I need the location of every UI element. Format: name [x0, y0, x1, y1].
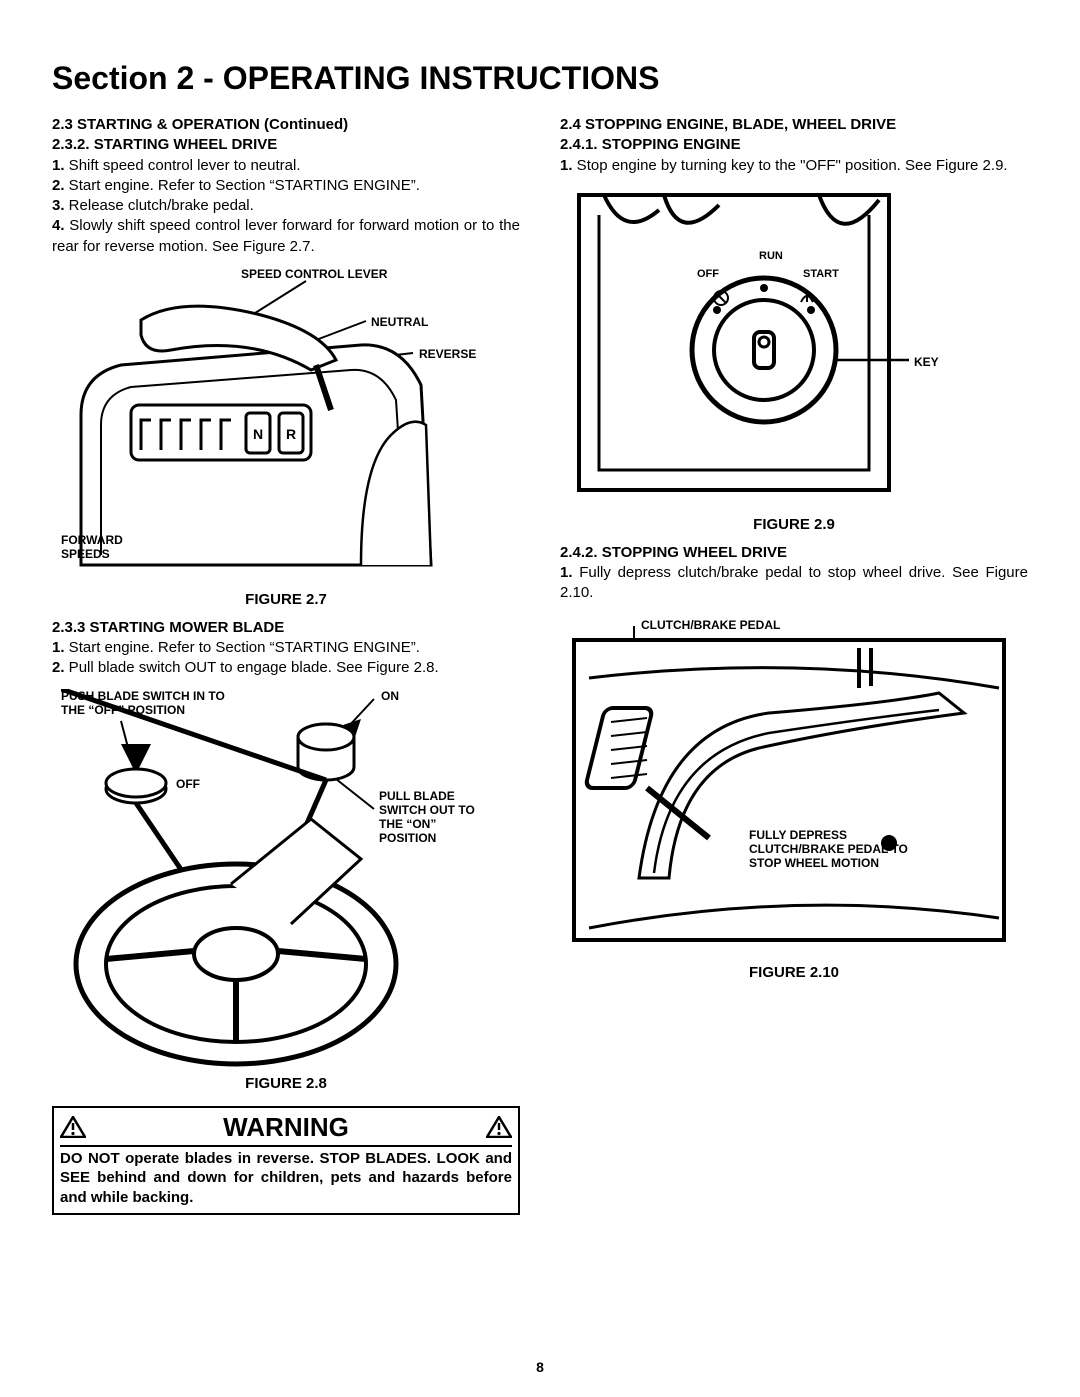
heading-2-4-1: 2.4.1. STOPPING ENGINE — [560, 135, 1028, 155]
step-num: 1. — [560, 564, 573, 581]
two-column-layout: 2.3 STARTING & OPERATION (Continued) 2.3… — [52, 115, 1028, 1215]
svg-text:N: N — [253, 426, 263, 442]
fig29-label-run: RUN — [759, 250, 783, 262]
warning-triangle-icon — [486, 1116, 512, 1138]
svg-text:R: R — [286, 426, 296, 442]
section-title: Section 2 - OPERATING INSTRUCTIONS — [52, 60, 1028, 97]
warning-title: WARNING — [86, 1112, 486, 1143]
step-text: Pull blade switch OUT to engage blade. S… — [65, 659, 439, 676]
fig28-label-push-off: PUSH BLADE SWITCH IN TO THE “OFF” POSITI… — [61, 689, 225, 717]
right-column: 2.4 STOPPING ENGINE, BLADE, WHEEL DRIVE … — [560, 115, 1028, 1215]
step-2-3-3-1: 1. Start engine. Refer to Section “START… — [52, 638, 520, 658]
step-2-3-2-3: 3. Release clutch/brake pedal. — [52, 196, 520, 216]
fig29-label-start: START — [803, 268, 839, 280]
figure-2-9: RUN OFF START KEY — [560, 190, 1028, 510]
step-text: Start engine. Refer to Section “STARTING… — [65, 639, 420, 656]
step-num: 4. — [52, 217, 65, 234]
figure-2-10-caption: FIGURE 2.10 — [560, 964, 1028, 981]
step-num: 1. — [52, 157, 65, 174]
fig28-label-pull-on: PULL BLADE SWITCH OUT TO THE “ON” POSITI… — [379, 789, 475, 845]
step-num: 1. — [52, 639, 65, 656]
fig27-label-reverse: REVERSE — [419, 347, 476, 361]
step-num: 2. — [52, 177, 65, 194]
step-num: 3. — [52, 197, 65, 214]
figure-2-9-illustration — [569, 190, 1019, 510]
step-text: Shift speed control lever to neutral. — [65, 157, 301, 174]
fig29-label-off: OFF — [697, 268, 719, 280]
fig28-label-off: OFF — [176, 777, 200, 791]
fig29-label-key: KEY — [914, 355, 939, 369]
warning-body-text: DO NOT operate blades in reverse. STOP B… — [60, 1149, 512, 1208]
fig210-label-clutch-brake-pedal: CLUTCH/BRAKE PEDAL — [641, 618, 780, 632]
heading-2-3-3: 2.3.3 STARTING MOWER BLADE — [52, 618, 520, 638]
heading-2-4: 2.4 STOPPING ENGINE, BLADE, WHEEL DRIVE — [560, 115, 1028, 135]
heading-2-3: 2.3 STARTING & OPERATION (Continued) — [52, 115, 520, 135]
heading-2-4-2: 2.4.2. STOPPING WHEEL DRIVE — [560, 543, 1028, 563]
page-number: 8 — [0, 1359, 1080, 1375]
figure-2-7-illustration: N R — [61, 265, 511, 585]
step-text: Slowly shift speed control lever forward… — [52, 217, 520, 254]
fig27-label-forward-speeds: FORWARD SPEEDS — [61, 533, 123, 561]
figure-2-8-illustration — [61, 689, 511, 1069]
figure-2-7: SPEED CONTROL LEVER NEUTRAL REVERSE FORW… — [52, 265, 520, 585]
step-2-3-2-4: 4. Slowly shift speed control lever forw… — [52, 216, 520, 257]
fig210-label-fully-depress: FULLY DEPRESS CLUTCH/BRAKE PEDAL TO STOP… — [749, 828, 908, 870]
fig27-label-speed-control-lever: SPEED CONTROL LEVER — [241, 267, 387, 281]
figure-2-10-illustration — [569, 618, 1019, 958]
heading-2-3-2: 2.3.2. STARTING WHEEL DRIVE — [52, 135, 520, 155]
step-num: 2. — [52, 659, 65, 676]
figure-2-8-caption: FIGURE 2.8 — [52, 1075, 520, 1092]
step-text: Start engine. Refer to Section “STARTING… — [65, 177, 420, 194]
step-text: Release clutch/brake pedal. — [65, 197, 254, 214]
fig27-label-neutral: NEUTRAL — [371, 315, 428, 329]
warning-triangle-icon — [60, 1116, 86, 1138]
figure-2-7-caption: FIGURE 2.7 — [52, 591, 520, 608]
step-2-3-3-2: 2. Pull blade switch OUT to engage blade… — [52, 658, 520, 678]
warning-box: WARNING DO NOT operate blades in reverse… — [52, 1106, 520, 1216]
warning-header: WARNING — [60, 1112, 512, 1147]
step-text: Stop engine by turning key to the "OFF" … — [573, 157, 1008, 174]
figure-2-8: PUSH BLADE SWITCH IN TO THE “OFF” POSITI… — [52, 689, 520, 1069]
step-text: Fully depress clutch/brake pedal to stop… — [560, 564, 1028, 601]
fig28-label-on: ON — [381, 689, 399, 703]
step-2-4-1-1: 1. Stop engine by turning key to the "OF… — [560, 156, 1028, 176]
figure-2-10: CLUTCH/BRAKE PEDAL FULLY DEPRESS CLUTCH/… — [560, 618, 1028, 958]
step-2-3-2-2: 2. Start engine. Refer to Section “START… — [52, 176, 520, 196]
step-2-4-2-1: 1. Fully depress clutch/brake pedal to s… — [560, 563, 1028, 604]
step-num: 1. — [560, 157, 573, 174]
figure-2-9-caption: FIGURE 2.9 — [560, 516, 1028, 533]
step-2-3-2-1: 1. Shift speed control lever to neutral. — [52, 156, 520, 176]
left-column: 2.3 STARTING & OPERATION (Continued) 2.3… — [52, 115, 520, 1215]
